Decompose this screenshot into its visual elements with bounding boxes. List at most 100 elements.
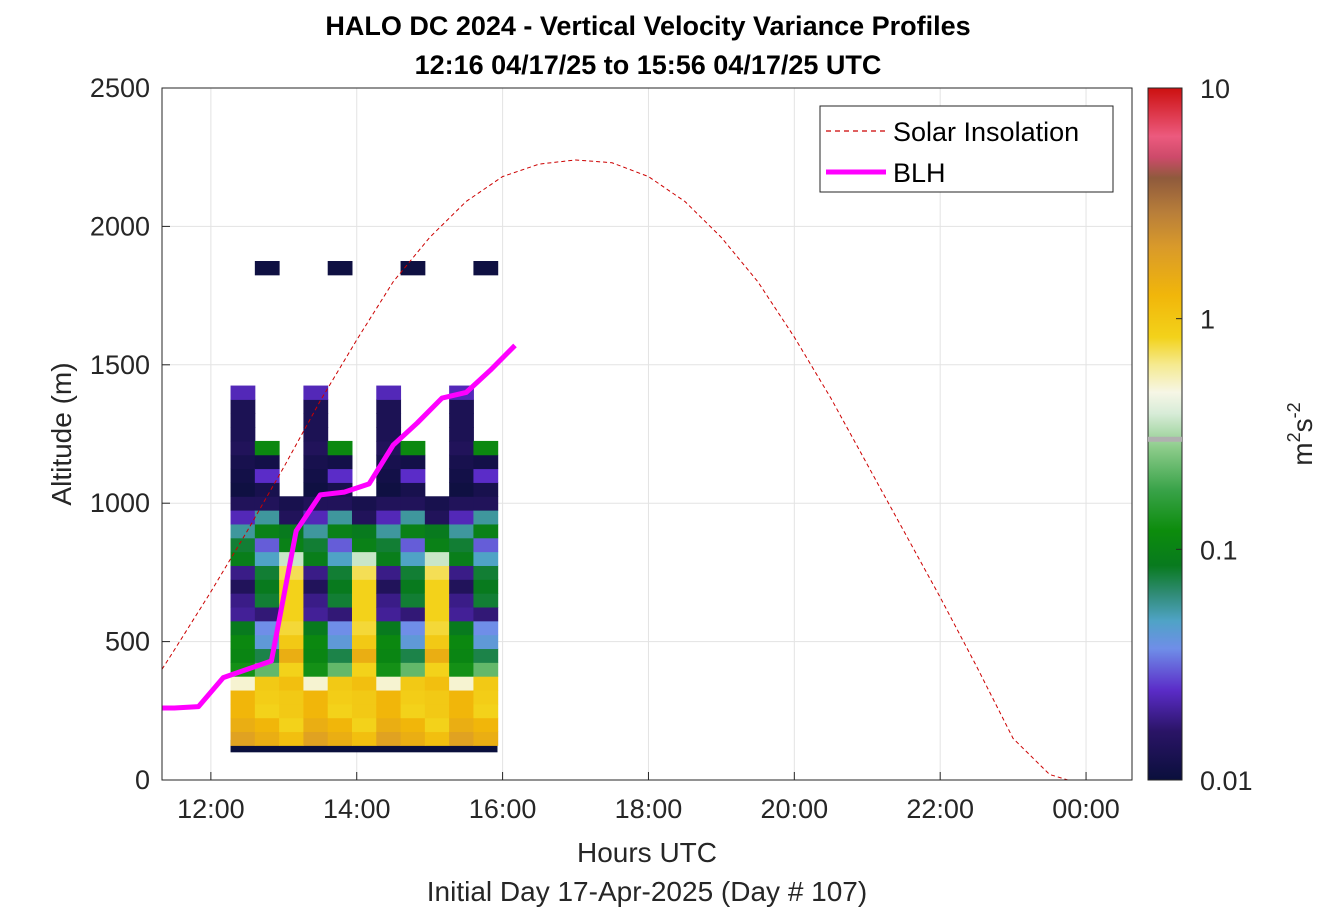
heatmap-cell: [473, 523, 499, 539]
heatmap-cell: [279, 703, 304, 719]
heatmap-cell: [254, 620, 280, 636]
heatmap: [230, 261, 499, 753]
heatmap-cell: [424, 634, 450, 650]
heatmap-cell: [230, 648, 256, 663]
heatmap-cell: [351, 620, 377, 636]
x-tick-label: 16:00: [469, 794, 537, 824]
heatmap-cell: [473, 731, 499, 746]
heatmap-cell: [303, 620, 329, 636]
y-ticks: 0 500 1000 1500 2000 2500: [90, 73, 170, 795]
heatmap-cell: [254, 607, 280, 622]
colorbar-marker: [1148, 436, 1182, 442]
heatmap-cell: [376, 468, 402, 483]
heatmap-cell: [327, 510, 353, 525]
heatmap-cell: [327, 634, 353, 650]
heatmap-cell: [327, 261, 353, 276]
heatmap-cell: [473, 607, 499, 622]
colorbar-tick-label: 10: [1200, 74, 1230, 104]
heatmap-cell: [303, 468, 329, 483]
heatmap-cell: [424, 537, 450, 553]
heatmap-cell: [376, 676, 402, 691]
heatmap-cell: [351, 496, 377, 511]
heatmap-cell: [449, 399, 474, 414]
heatmap-cell: [279, 690, 304, 705]
heatmap-cell: [400, 717, 426, 733]
heatmap-cell: [424, 607, 450, 622]
heatmap-cell: [279, 620, 304, 636]
heatmap-cell: [303, 551, 329, 566]
legend-label-blh: BLH: [893, 158, 946, 188]
heatmap-cell: [376, 579, 402, 594]
heatmap-cell: [424, 620, 450, 636]
heatmap-cell: [473, 648, 499, 663]
heatmap-cell: [376, 565, 402, 580]
heatmap-cell: [230, 537, 256, 553]
heatmap-cell: [230, 385, 256, 400]
heatmap-cell: [254, 593, 280, 608]
heatmap-cell: [473, 676, 499, 691]
colorbar-tick-label: 0.1: [1200, 535, 1238, 565]
heatmap-cell: [449, 620, 474, 636]
heatmap-cell: [449, 427, 474, 442]
heatmap-cell: [279, 496, 304, 511]
heatmap-cell: [279, 648, 304, 663]
heatmap-cell: [473, 261, 499, 276]
heatmap-cell: [279, 676, 304, 691]
heatmap-cell: [303, 662, 329, 677]
series-line-solar-insolation: [161, 159, 1123, 781]
heatmap-cell: [230, 440, 256, 456]
heatmap-cell: [230, 717, 256, 733]
heatmap-cell: [327, 690, 353, 705]
heatmap-cell: [376, 551, 402, 566]
heatmap-cell: [351, 676, 377, 691]
heatmap-cell: [327, 593, 353, 608]
heatmap-cell: [449, 413, 474, 428]
heatmap-cell: [279, 510, 304, 525]
heatmap-cell: [449, 454, 474, 470]
x-tick-label: 14:00: [323, 794, 391, 824]
heatmap-cell: [303, 593, 329, 608]
heatmap-cell: [254, 731, 280, 746]
heatmap-cell: [424, 731, 450, 746]
heatmap-cell: [230, 620, 256, 636]
heatmap-cell: [279, 634, 304, 650]
heatmap-cell: [327, 607, 353, 622]
heatmap-cell: [230, 703, 256, 719]
heatmap-cell: [376, 717, 402, 733]
heatmap-cell: [376, 399, 402, 414]
heatmap-cell: [303, 703, 329, 719]
heatmap-cell: [254, 565, 280, 580]
heatmap-cell: [230, 482, 256, 497]
legend-label-solar: Solar Insolation: [893, 117, 1079, 147]
heatmap-cell: [449, 510, 474, 525]
heatmap-cell: [351, 593, 377, 608]
heatmap-cell: [303, 440, 329, 456]
heatmap-cell: [351, 690, 377, 705]
x-tick-label: 12:00: [177, 794, 245, 824]
heatmap-cell: [449, 593, 474, 608]
heatmap-cell: [254, 690, 280, 705]
heatmap-cell: [376, 607, 402, 622]
colorbar-gradient: [1147, 87, 1183, 781]
heatmap-cell: [230, 468, 256, 483]
heatmap-cell: [424, 579, 450, 594]
y-tick-label: 0: [135, 765, 150, 795]
heatmap-cell: [303, 565, 329, 580]
heatmap-cell: [303, 676, 329, 691]
heatmap-cell: [424, 717, 450, 733]
heatmap-cell: [449, 551, 474, 566]
heatmap-cell: [400, 676, 426, 691]
series-lines: [161, 159, 1123, 781]
heatmap-cell: [254, 676, 280, 691]
heatmap-cell: [400, 593, 426, 608]
heatmap-cell: [327, 717, 353, 733]
heatmap-cell: [303, 579, 329, 594]
heatmap-cell: [400, 634, 426, 650]
heatmap-cell: [400, 579, 426, 594]
heatmap-cell: [351, 717, 377, 733]
heatmap-cell: [230, 510, 256, 525]
heatmap-cell: [376, 690, 402, 705]
heatmap-cell: [351, 510, 377, 525]
heatmap-cell: [279, 731, 304, 746]
heatmap-cell: [230, 607, 256, 622]
